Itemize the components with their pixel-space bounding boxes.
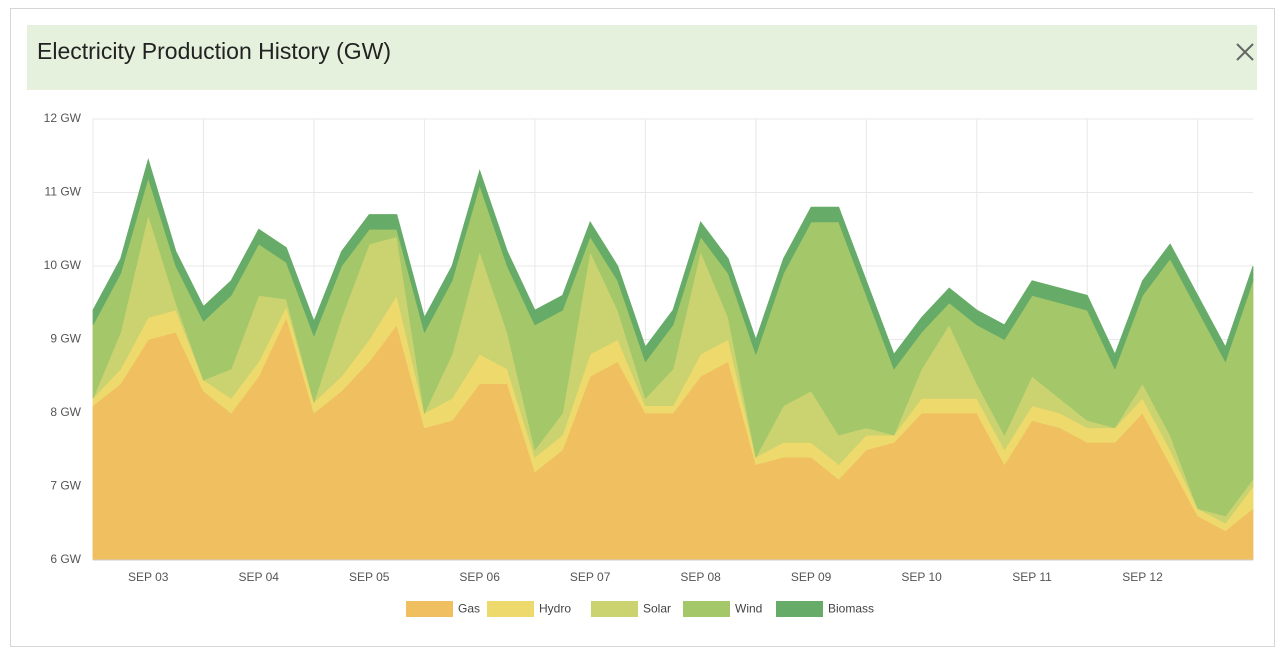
legend-item: Hydro [487, 601, 571, 617]
x-tick-label: SEP 11 [1012, 570, 1052, 584]
legend-swatch [591, 601, 638, 617]
y-tick-label: 8 GW [50, 405, 81, 419]
x-tick-label: SEP 06 [459, 570, 500, 584]
y-tick-label: 10 GW [44, 258, 82, 272]
legend-item: Wind [683, 601, 762, 617]
x-tick-label: SEP 08 [680, 570, 721, 584]
x-tick-label: SEP 10 [901, 570, 942, 584]
legend-label: Wind [735, 602, 762, 616]
legend-item: Gas [406, 601, 480, 617]
x-tick-label: SEP 12 [1122, 570, 1163, 584]
x-tick-label: SEP 09 [791, 570, 832, 584]
x-tick-label: SEP 04 [238, 570, 279, 584]
legend-label: Solar [643, 602, 671, 616]
x-tick-label: SEP 07 [570, 570, 611, 584]
y-tick-label: 11 GW [45, 185, 82, 199]
close-icon-stroke [1236, 43, 1254, 61]
legend-swatch [683, 601, 730, 617]
legend-label: Hydro [539, 602, 571, 616]
x-tick-label: SEP 05 [349, 570, 390, 584]
legend-label: Biomass [828, 602, 874, 616]
area-biomass [92, 157, 1254, 370]
y-tick-label: 12 GW [44, 111, 82, 125]
close-button[interactable] [1236, 43, 1254, 61]
legend-item: Solar [591, 601, 671, 617]
panel-header [27, 25, 1257, 90]
chart-title: Electricity Production History (GW) [37, 38, 391, 64]
y-tick-label: 6 GW [50, 552, 81, 566]
y-tick-label: 9 GW [50, 332, 81, 346]
legend-swatch [776, 601, 823, 617]
x-tick-label: SEP 03 [128, 570, 169, 584]
legend-swatch [406, 601, 453, 617]
y-tick-label: 7 GW [50, 479, 81, 493]
legend-label: Gas [458, 602, 480, 616]
legend-swatch [487, 601, 534, 617]
legend-item: Biomass [776, 601, 874, 617]
